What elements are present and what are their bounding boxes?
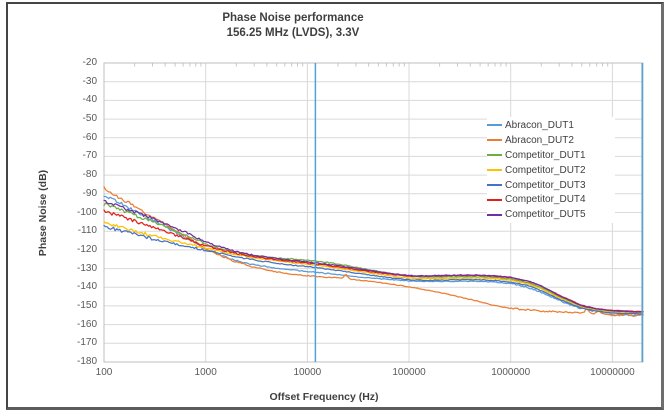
y-tick-label: -20: [82, 57, 97, 68]
y-tick-label: -30: [82, 75, 97, 87]
y-tick-label: -100: [76, 206, 97, 218]
x-tick-label: 1000: [194, 367, 217, 378]
legend-label: Abracon_DUT1: [505, 119, 574, 131]
plot-border: [103, 62, 644, 363]
legend-swatch: [487, 198, 502, 201]
x-tick-label: 100000: [392, 367, 426, 378]
legend-item: Competitor_DUT3: [487, 178, 615, 193]
y-tick-label: -180: [76, 356, 97, 367]
legend-swatch: [487, 213, 502, 216]
legend-item: Competitor_DUT4: [487, 192, 615, 207]
legend-item: Abracon_DUT2: [487, 133, 615, 148]
legend-item: Abracon_DUT1: [487, 118, 615, 133]
y-tick-label: -130: [76, 262, 97, 274]
y-tick-label: -170: [76, 337, 97, 349]
legend-item: Competitor_DUT1: [487, 148, 615, 163]
legend-swatch: [487, 124, 502, 127]
legend-swatch: [487, 184, 502, 186]
y-tick-label: -150: [76, 299, 97, 311]
x-tick-label: 1000000: [491, 367, 531, 378]
y-tick-label: -120: [76, 243, 97, 255]
legend-label: Abracon_DUT2: [505, 134, 574, 146]
x-tick-label: 100: [95, 367, 113, 378]
legend-label: Competitor_DUT2: [505, 164, 586, 176]
legend-label: Competitor_DUT3: [505, 179, 586, 191]
y-tick-label: -90: [82, 187, 97, 199]
legend-label: Competitor_DUT1: [505, 149, 586, 161]
legend-item: Competitor_DUT2: [487, 163, 615, 178]
y-axis-title: Phase Noise (dB): [37, 169, 49, 257]
y-tick-label: -110: [77, 225, 97, 237]
y-tick-label: -160: [76, 318, 97, 330]
y-tick-label: -140: [76, 281, 97, 293]
x-axis-title: Offset Frequency (Hz): [269, 391, 379, 403]
x-tick-label: 10000: [293, 367, 322, 378]
y-tick-label: -70: [82, 150, 97, 162]
legend-swatch: [487, 139, 502, 142]
series-competitor-dut3: [103, 224, 644, 315]
y-tick-label: -80: [82, 169, 97, 181]
legend-label: Competitor_DUT5: [505, 209, 586, 221]
y-tick-label: -60: [82, 131, 97, 143]
chart-title-block: Phase Noise performance 156.25 MHz (LVDS…: [0, 11, 586, 40]
x-tick-label: 10000000: [590, 367, 635, 378]
legend-swatch: [487, 154, 502, 157]
legend-item: Competitor_DUT5: [487, 207, 615, 222]
legend-swatch: [487, 169, 502, 172]
series-competitor-dut2: [103, 220, 644, 314]
chart-subtitle: 156.25 MHz (LVDS), 3.3V: [226, 26, 360, 39]
y-tick-label: -40: [82, 94, 97, 106]
y-tick-label: -50: [82, 113, 97, 125]
chart-title: Phase Noise performance: [222, 12, 364, 24]
series-competitor-dut5: [103, 199, 644, 313]
legend-label: Competitor_DUT4: [505, 194, 586, 206]
legend: Abracon_DUT1 Abracon_DUT2 Competitor_DUT1 C…: [487, 117, 615, 224]
